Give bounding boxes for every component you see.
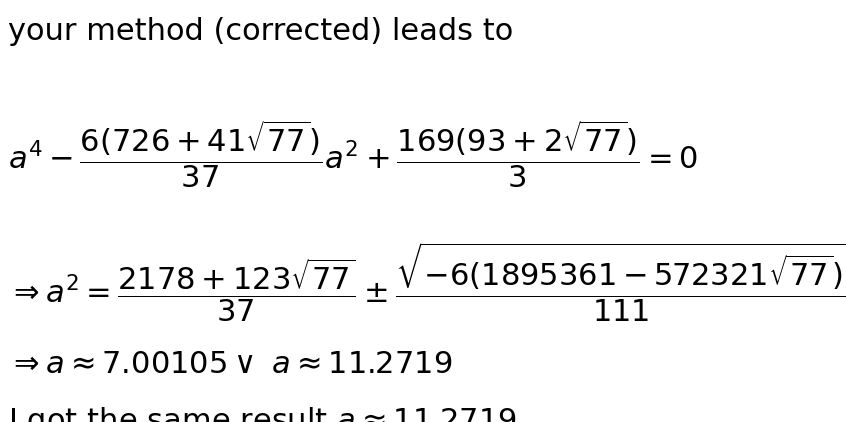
Text: $a^4-\dfrac{6(726+41\sqrt{77})}{37}a^2+\dfrac{169(93+2\sqrt{77})}{3}=0$: $a^4-\dfrac{6(726+41\sqrt{77})}{37}a^2+\… [8,118,699,189]
Text: your method (corrected) leads to: your method (corrected) leads to [8,17,514,46]
Text: $\Rightarrow a\approx7.00105 \vee\ a\approx11.2719$: $\Rightarrow a\approx7.00105 \vee\ a\app… [8,350,453,379]
Text: $\Rightarrow a^2=\dfrac{2178+123\sqrt{77}}{37}\pm\dfrac{\sqrt{-6(1895361-572321\: $\Rightarrow a^2=\dfrac{2178+123\sqrt{77… [8,241,846,324]
Text: $\mathrm{I\ got\ the\ same\ result}\ a\approx11.2719$: $\mathrm{I\ got\ the\ same\ result}\ a\a… [8,405,518,422]
